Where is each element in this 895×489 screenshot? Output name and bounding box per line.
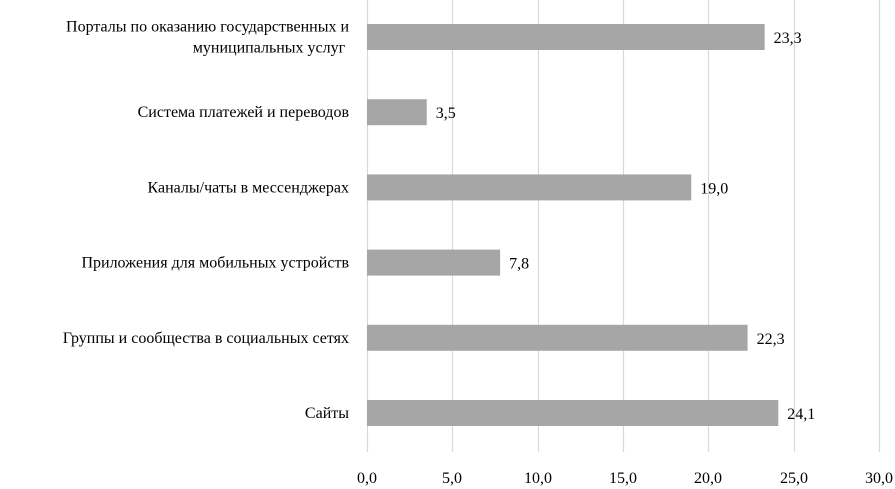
value-labels: 23,3 3,5 19,0 7,8 22,3 24,1 [436,30,816,423]
bars [367,24,779,426]
category-labels: Порталы по оказанию государственных и мун… [63,19,350,423]
category-label: Каналы/чаты в мессенджерах [148,179,349,196]
data-label: 23,3 [774,30,802,47]
data-label: 7,8 [509,256,529,273]
tick-label: 0,0 [357,470,377,487]
category-label: Порталы по оказанию государственных и [66,19,349,36]
tick-label: 15,0 [609,470,637,487]
data-label: 24,1 [787,406,815,423]
data-label: 22,3 [757,331,785,348]
tick-label: 5,0 [442,470,462,487]
grid-lines [366,0,881,452]
category-label: Группы и сообщества в социальных сетях [63,330,349,347]
bar [367,174,692,201]
category-label: Приложения для мобильных устройств [81,255,349,272]
bar [367,324,748,351]
tick-labels: 0,0 5,0 10,0 15,0 20,0 25,0 30,0 [357,470,893,487]
data-label: 19,0 [700,180,728,197]
bar [367,249,501,276]
category-label: муниципальных услуг [193,40,346,57]
category-label: Система платежей и переводов [138,104,350,121]
bar [367,24,765,50]
data-label: 3,5 [436,105,456,122]
tick-label: 10,0 [524,470,552,487]
tick-label: 30,0 [865,470,893,487]
bar [367,400,779,426]
tick-label: 25,0 [780,470,808,487]
category-label: Сайты [305,405,349,422]
bar [367,99,427,126]
tick-label: 20,0 [694,470,722,487]
